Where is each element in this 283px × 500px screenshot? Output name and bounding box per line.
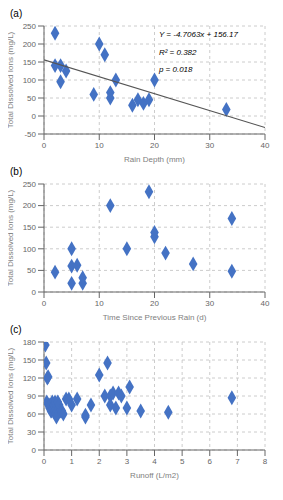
svg-text:1: 1 [69, 457, 74, 466]
svg-text:50: 50 [27, 266, 36, 275]
svg-text:50: 50 [27, 94, 36, 103]
svg-text:100: 100 [23, 76, 37, 85]
svg-text:40: 40 [261, 141, 270, 150]
svg-text:Total Dissolved Ions (mg/L): Total Dissolved Ions (mg/L) [8, 31, 15, 128]
svg-text:2: 2 [97, 457, 102, 466]
svg-text:150: 150 [23, 223, 37, 232]
svg-text:90: 90 [27, 392, 36, 401]
svg-text:0: 0 [42, 299, 47, 308]
html-text:R² = 0.382: R² = 0.382 [158, 47, 197, 57]
svg-text:30: 30 [27, 428, 36, 437]
svg-text:0: 0 [42, 141, 47, 150]
html-text:p = 0.018: p = 0.018 [158, 64, 193, 74]
svg-text:8: 8 [263, 457, 268, 466]
svg-text:4: 4 [152, 457, 157, 466]
svg-text:Runoff (L/m2): Runoff (L/m2) [130, 471, 179, 480]
svg-text:0: 0 [32, 112, 37, 121]
svg-text:30: 30 [205, 141, 214, 150]
svg-text:250: 250 [23, 180, 37, 189]
svg-text:10: 10 [95, 141, 104, 150]
svg-text:0: 0 [32, 288, 37, 297]
svg-text:20: 20 [150, 299, 159, 308]
svg-text:120: 120 [23, 374, 37, 383]
html-text:(b): (b) [10, 166, 23, 177]
svg-text:250: 250 [23, 22, 37, 31]
svg-text:5: 5 [180, 457, 185, 466]
html-text:Y = -4.7063x + 156.17: Y = -4.7063x + 156.17 [158, 30, 238, 40]
svg-text:7: 7 [235, 457, 240, 466]
html-text:(a): (a) [10, 8, 23, 19]
svg-text:200: 200 [23, 40, 37, 49]
svg-text:100: 100 [23, 245, 37, 254]
svg-text:40: 40 [261, 299, 270, 308]
svg-text:150: 150 [23, 58, 37, 67]
svg-text:6: 6 [208, 457, 213, 466]
svg-text:Total Dissolved Ions (mg/L): Total Dissolved Ions (mg/L) [8, 347, 15, 444]
svg-text:-50: -50 [24, 130, 36, 139]
svg-text:Time Since Previous Rain (d): Time Since Previous Rain (d) [103, 313, 207, 322]
svg-text:3: 3 [125, 457, 130, 466]
svg-text:150: 150 [23, 356, 37, 365]
svg-text:Total Dissolved Ions (mg/L): Total Dissolved Ions (mg/L) [8, 189, 15, 286]
svg-text:180: 180 [23, 338, 37, 347]
svg-text:200: 200 [23, 201, 37, 210]
html-text:(c): (c) [10, 324, 22, 335]
svg-text:20: 20 [150, 141, 159, 150]
svg-text:0: 0 [32, 446, 37, 455]
svg-text:Rain Depth (mm): Rain Depth (mm) [124, 155, 185, 164]
svg-text:60: 60 [27, 410, 36, 419]
svg-text:0: 0 [42, 457, 47, 466]
svg-text:30: 30 [205, 299, 214, 308]
svg-text:10: 10 [95, 299, 104, 308]
